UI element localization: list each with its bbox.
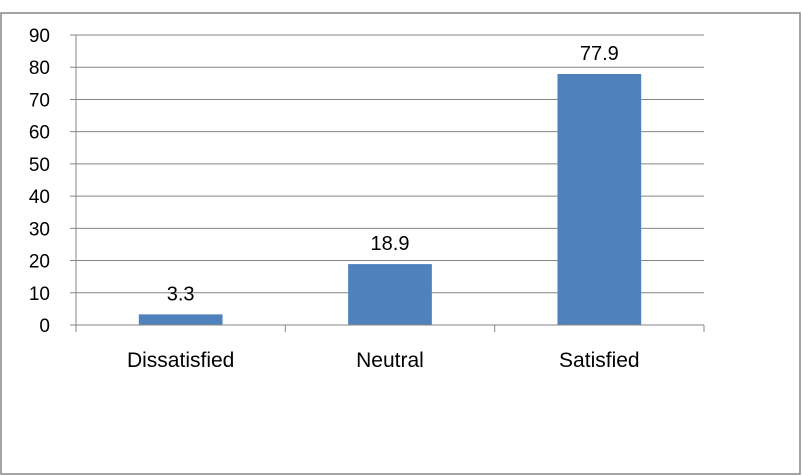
y-tick-label: 30	[29, 219, 50, 240]
category-label-dissatisfied: Dissatisfied	[127, 349, 234, 372]
y-tick-labels: 0 10 20 30 40 50 60 70 80 90	[29, 26, 50, 337]
y-tick-label: 10	[29, 284, 50, 305]
data-label-neutral: 18.9	[371, 233, 410, 255]
data-label-dissatisfied: 3.3	[167, 283, 195, 305]
data-label-satisfied: 77.9	[580, 43, 619, 65]
y-tick-label: 90	[29, 26, 50, 47]
bar-dissatisfied	[138, 314, 223, 325]
bars	[138, 73, 642, 325]
data-labels: 3.3 18.9 77.9	[167, 43, 619, 305]
y-tick-label: 0	[39, 316, 50, 337]
y-tick-label: 80	[29, 58, 50, 79]
category-label-satisfied: Satisfied	[559, 349, 640, 372]
category-label-neutral: Neutral	[356, 349, 424, 372]
bar-satisfied	[557, 73, 642, 325]
y-tick-label: 60	[29, 123, 50, 144]
y-tick-label: 20	[29, 252, 50, 273]
y-tick-label: 40	[29, 187, 50, 208]
chart-border	[0, 12, 801, 475]
y-tick-label: 50	[29, 155, 50, 176]
axes	[70, 34, 705, 332]
category-labels: Dissatisfied Neutral Satisfied	[127, 349, 640, 372]
y-tick-label: 70	[29, 90, 50, 111]
bar-neutral	[348, 264, 432, 325]
